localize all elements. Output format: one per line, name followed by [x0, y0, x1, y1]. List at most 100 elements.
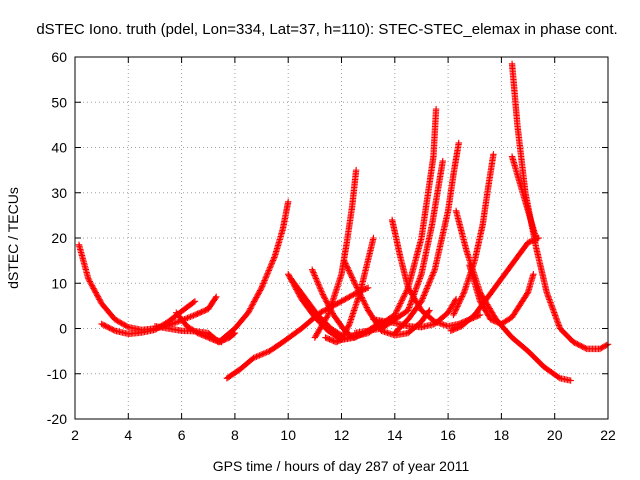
x-tick-label: 12 — [334, 427, 350, 443]
y-axis-label: dSTEC / TECUs — [5, 187, 21, 289]
y-tick-label: 10 — [51, 275, 67, 291]
data-point — [346, 268, 353, 276]
data-point — [87, 279, 94, 287]
data-point — [354, 285, 361, 293]
data-point — [454, 303, 461, 310]
data-point — [88, 282, 96, 289]
data-point — [212, 294, 219, 302]
data-point — [260, 278, 268, 286]
data-point — [313, 276, 320, 284]
data-point — [359, 295, 366, 303]
data-point — [421, 290, 428, 298]
data-point — [308, 266, 316, 273]
data-point — [257, 351, 265, 359]
data-point — [85, 275, 92, 282]
data-point — [351, 280, 359, 287]
data-point — [246, 306, 253, 314]
data-point — [360, 298, 368, 306]
data-point — [253, 353, 260, 360]
data-point — [421, 289, 429, 296]
data-point — [188, 312, 196, 320]
axis-ticks: 2 4 6 8 10 12 14 16 18 20 22 -20 -10 0 10 20 30 40 50 60 — [47, 49, 616, 443]
data-point — [254, 352, 262, 360]
data-point — [567, 377, 574, 384]
data-point — [423, 286, 430, 294]
data-point — [395, 303, 403, 310]
data-point — [312, 273, 319, 281]
data-point — [190, 299, 197, 306]
data-point — [92, 289, 99, 296]
y-tick-label: 30 — [51, 185, 67, 201]
data-point — [420, 293, 427, 301]
x-tick-label: 8 — [231, 427, 239, 443]
data-point — [213, 293, 220, 301]
data-point — [524, 290, 531, 297]
y-tick-label: 40 — [51, 140, 67, 156]
data-point — [432, 105, 440, 113]
data-point — [259, 281, 266, 289]
data-point — [311, 272, 318, 279]
data-point — [455, 300, 462, 307]
data-point — [285, 198, 292, 205]
series-10 — [311, 166, 360, 341]
data-point — [427, 276, 434, 283]
data-point — [322, 296, 329, 304]
data-point — [252, 295, 259, 303]
data-point — [255, 290, 262, 297]
data-point — [94, 293, 102, 300]
data-point — [349, 275, 357, 283]
data-point — [250, 354, 257, 362]
data-point — [400, 294, 407, 301]
data-point — [247, 305, 254, 312]
data-point — [427, 275, 435, 282]
data-point — [253, 294, 260, 301]
data-point — [426, 277, 434, 285]
data-point — [342, 261, 350, 269]
data-point — [355, 287, 362, 294]
data-point — [173, 318, 181, 326]
data-point — [259, 351, 266, 358]
x-tick-label: 22 — [600, 427, 616, 443]
data-point — [344, 264, 351, 271]
data-point — [317, 286, 325, 294]
series-23 — [508, 153, 540, 242]
x-tick-label: 2 — [71, 427, 79, 443]
data-point — [94, 292, 101, 299]
data-point — [363, 304, 370, 311]
data-point — [348, 274, 356, 281]
data-point — [360, 297, 367, 304]
data-point — [357, 292, 365, 300]
data-point — [250, 299, 257, 307]
data-point — [396, 301, 403, 309]
data-point — [256, 288, 263, 296]
series-17 — [391, 139, 462, 337]
x-axis-label: GPS time / hours of day 287 of year 2011 — [213, 458, 470, 474]
data-point — [450, 311, 457, 319]
data-point — [321, 294, 328, 301]
data-point — [266, 265, 273, 273]
data-point — [357, 291, 364, 298]
data-point — [258, 284, 265, 291]
data-point — [455, 139, 462, 147]
data-point — [319, 289, 326, 297]
data-point — [419, 295, 426, 302]
data-point — [426, 307, 433, 314]
data-point — [458, 293, 466, 300]
data-point — [261, 349, 269, 357]
data-point — [172, 319, 179, 326]
data-point — [260, 280, 267, 287]
series-14 — [351, 157, 446, 337]
data-point — [91, 286, 98, 293]
y-tick-label: -10 — [47, 366, 67, 382]
data-point — [317, 285, 324, 292]
data-point — [268, 260, 276, 267]
data-point — [185, 314, 193, 321]
data-point — [530, 271, 537, 278]
data-point — [439, 157, 446, 165]
data-point — [348, 272, 355, 280]
series-21 — [466, 261, 537, 328]
data-point — [265, 267, 273, 274]
data-point — [399, 296, 406, 303]
data-point — [358, 294, 366, 301]
